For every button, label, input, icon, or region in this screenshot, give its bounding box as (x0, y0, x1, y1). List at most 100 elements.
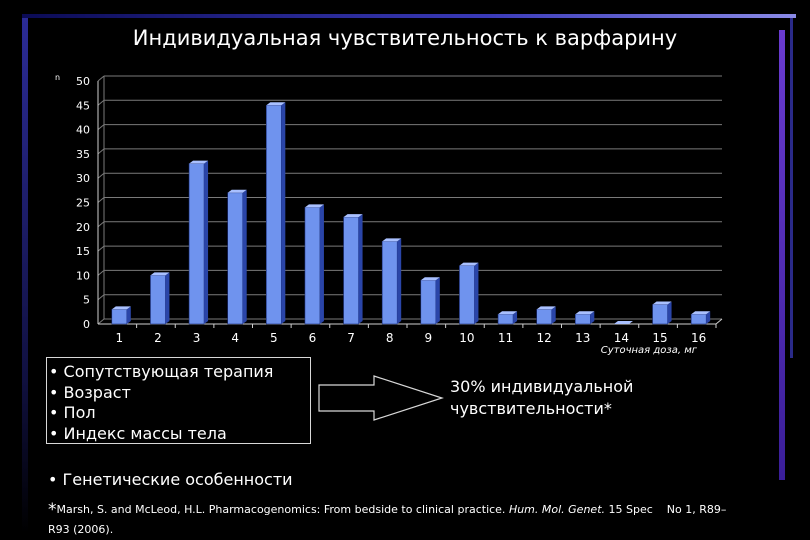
x-tick-label: 10 (459, 331, 474, 345)
gridline-depth (97, 172, 105, 179)
bar-top (227, 189, 247, 193)
bar-top (343, 214, 363, 218)
bar-top (536, 306, 556, 310)
bar-side (319, 204, 324, 324)
gridline-depth (97, 245, 105, 252)
bar-top (652, 301, 672, 305)
gridline-depth (97, 197, 105, 203)
x-tick-label: 14 (614, 331, 629, 345)
y-tick-label: 35 (76, 148, 90, 161)
bar-top (266, 102, 286, 106)
bar (304, 207, 321, 325)
bar-top (459, 262, 479, 266)
right-arrow-icon (318, 375, 444, 421)
x-axis-depth (715, 318, 723, 325)
x-tick-label: 1 (115, 331, 123, 345)
x-tick-label: 13 (575, 331, 590, 345)
bar-side (126, 306, 131, 324)
bar-top (382, 238, 402, 242)
bar-top (189, 160, 209, 164)
x-tick-label: 6 (309, 331, 317, 345)
gridline-depth (97, 270, 105, 276)
x-tick-label: 9 (424, 331, 432, 345)
gridline-depth (97, 124, 105, 130)
bar-side (435, 277, 440, 324)
bar-top (111, 306, 131, 310)
bar-top (575, 311, 595, 315)
bar (227, 192, 243, 325)
bar-top (691, 311, 711, 315)
y-axis-label: n (55, 73, 60, 82)
bar (188, 163, 205, 325)
bar-top (420, 277, 440, 281)
y-tick-label: 45 (76, 99, 90, 112)
bar-side (165, 272, 170, 324)
bar-side (397, 238, 402, 324)
bar (536, 309, 552, 325)
decor-right-bar (779, 30, 785, 480)
factors-box: • Сопутствующая терапия • Возраст • Пол … (46, 357, 311, 444)
bar-side (474, 262, 479, 324)
gridline-depth (97, 148, 105, 155)
bar (381, 241, 398, 325)
bar (459, 265, 475, 325)
bar-side (242, 189, 247, 324)
y-tick-label: 20 (76, 221, 90, 234)
decor-left-bar (22, 18, 28, 533)
x-tick-label: 15 (652, 331, 667, 345)
bar (690, 313, 707, 325)
gridline-depth (97, 294, 105, 301)
x-tick-label: 11 (498, 331, 513, 345)
journal-name: Hum. Mol. Genet. (508, 503, 605, 516)
x-tick-label: 3 (193, 331, 201, 345)
gridline-depth (97, 99, 105, 106)
y-tick-label: 15 (76, 245, 90, 258)
result-text: 30% индивидуальной чувствительности* (450, 376, 633, 420)
result-line: чувствительности* (450, 399, 612, 418)
reference-citation: *Marsh, S. and McLeod, H.L. Pharmacogeno… (48, 500, 727, 537)
factor-item: • Возраст (49, 382, 131, 402)
bar-side (513, 311, 518, 324)
x-tick-label: 12 (537, 331, 552, 345)
factor-item: • Индекс массы тела (49, 423, 227, 443)
gridline-depth (97, 221, 105, 228)
y-tick-label: 5 (83, 294, 90, 307)
bar (150, 275, 166, 325)
gridline-depth (97, 75, 105, 82)
factor-item: • Сопутствующая терапия (49, 362, 274, 381)
x-tick-label: 7 (347, 331, 355, 345)
y-tick-label: 25 (76, 197, 90, 210)
x-tick-label: 2 (154, 331, 162, 345)
x-tick-label: 5 (270, 331, 278, 345)
bar-side (281, 102, 286, 324)
y-tick-label: 40 (76, 124, 90, 137)
bar-side (590, 311, 595, 324)
bar-side (551, 306, 556, 324)
bar (420, 279, 437, 325)
bar-side (358, 214, 363, 324)
bar (575, 313, 591, 325)
bar (111, 309, 128, 325)
gridline-depth (97, 318, 105, 325)
bar-side (204, 160, 209, 324)
x-tick-label: 16 (691, 331, 706, 345)
y-tick-label: 30 (76, 172, 90, 185)
bar-top (150, 272, 170, 276)
result-line: 30% индивидуальной (450, 377, 634, 396)
bar-side (667, 301, 672, 324)
bar-top (498, 311, 518, 315)
y-tick-label: 0 (83, 318, 90, 331)
bar (613, 321, 633, 324)
bar-top (304, 204, 324, 208)
x-tick-label: 4 (231, 331, 239, 345)
slide-title: Индивидуальная чувствительность к варфар… (132, 26, 678, 50)
bar (497, 313, 514, 325)
factor-item: • Пол (49, 403, 96, 422)
decor-top-bar (22, 14, 796, 18)
x-axis-label: Суточная доза, мг (601, 345, 698, 356)
decor-right-thin-bar (790, 18, 793, 358)
y-tick-label: 50 (76, 75, 90, 88)
bar (652, 304, 668, 325)
bar (343, 216, 359, 325)
